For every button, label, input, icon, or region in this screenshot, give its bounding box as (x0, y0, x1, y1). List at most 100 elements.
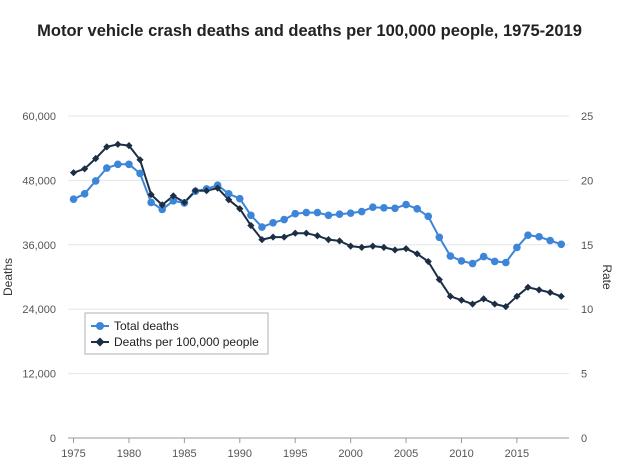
series-markers (69, 140, 566, 311)
x-tick-label: 1995 (283, 448, 307, 460)
data-point-total-deaths (380, 203, 388, 212)
data-point-rate (313, 232, 321, 240)
y-tick-label-left: 24,000 (22, 304, 56, 316)
data-point-total-deaths (102, 164, 111, 172)
data-point-total-deaths (424, 212, 433, 221)
data-point-rate (535, 286, 543, 294)
data-point-rate (214, 184, 222, 192)
data-point-total-deaths (524, 231, 532, 239)
data-point-rate (324, 236, 333, 244)
y-axis-right-title: Rate (600, 264, 614, 290)
y-tick-label-right: 20 (581, 175, 593, 187)
data-point-rate (424, 257, 432, 266)
data-point-total-deaths (80, 190, 89, 198)
data-point-total-deaths (457, 257, 466, 265)
data-point-total-deaths (302, 208, 311, 217)
chart-title: Motor vehicle crash deaths and deaths pe… (37, 22, 582, 40)
x-tick-label: 1975 (61, 448, 85, 460)
y-tick-label-left: 0 (50, 433, 56, 445)
data-point-total-deaths (236, 194, 244, 203)
data-point-rate (457, 296, 466, 304)
y-tick-label-right: 10 (581, 304, 593, 316)
data-point-total-deaths (413, 205, 421, 213)
data-point-rate (402, 245, 410, 253)
legend-box (84, 312, 269, 355)
data-point-rate (524, 283, 532, 291)
data-point-rate (225, 196, 233, 204)
data-point-total-deaths (169, 196, 178, 205)
data-point-rate (446, 292, 455, 300)
data-point-total-deaths (147, 198, 155, 207)
legend-label-rate: Deaths per 100,000 people (114, 335, 259, 349)
data-point-total-deaths (402, 200, 410, 209)
data-point-rate (513, 292, 521, 300)
data-point-total-deaths (269, 218, 277, 227)
y-tick-label-right: 25 (581, 111, 593, 123)
data-point-total-deaths (69, 195, 78, 203)
data-point-total-deaths (125, 160, 133, 169)
data-point-rate (380, 243, 388, 251)
data-point-rate (147, 190, 155, 199)
x-tick-label: 2000 (338, 448, 362, 460)
data-point-total-deaths (557, 240, 566, 249)
legend: Total deaths Deaths per 100,000 people (84, 312, 269, 355)
legend-label-total-deaths: Total deaths (114, 319, 179, 333)
legend-marker-rate (95, 337, 105, 347)
data-point-rate (191, 187, 200, 195)
data-point-rate (291, 229, 299, 237)
y-tick-label-left: 12,000 (22, 369, 56, 381)
series-lines (73, 143, 562, 308)
data-point-rate (69, 169, 78, 177)
data-point-total-deaths (490, 257, 499, 266)
data-point-total-deaths (479, 252, 488, 261)
y-tick-label-right: 15 (581, 240, 593, 252)
data-point-total-deaths (502, 258, 510, 267)
data-point-total-deaths (346, 209, 355, 217)
data-point-rate (347, 242, 355, 250)
data-point-rate (158, 201, 166, 209)
data-point-rate (114, 140, 122, 148)
data-point-rate (258, 236, 266, 244)
series-line-rate (73, 143, 562, 308)
legend-marker-total-deaths (96, 322, 104, 330)
data-point-rate (269, 233, 277, 241)
x-tick-label: 1985 (172, 448, 196, 460)
data-point-total-deaths (313, 208, 322, 217)
data-point-rate (435, 275, 443, 284)
y-tick-label-left: 60,000 (22, 111, 56, 123)
x-tick-label: 1990 (228, 448, 252, 460)
data-point-total-deaths (535, 232, 543, 241)
data-point-rate (169, 192, 177, 200)
data-point-total-deaths (357, 207, 366, 216)
data-point-total-deaths (513, 243, 521, 252)
x-tick-label: 2005 (394, 448, 418, 460)
data-point-rate (502, 303, 510, 311)
data-point-rate (557, 292, 565, 300)
data-point-rate (81, 165, 89, 173)
data-point-rate (546, 288, 554, 297)
x-tick-label: 2015 (505, 448, 529, 460)
data-point-total-deaths (247, 211, 255, 220)
data-point-rate (335, 237, 344, 245)
data-point-rate (247, 221, 255, 230)
x-tick-label: 1980 (117, 448, 141, 460)
data-point-total-deaths (91, 177, 100, 185)
data-point-total-deaths (546, 236, 554, 245)
y-tick-label-right: 5 (581, 369, 587, 381)
data-point-rate (202, 187, 211, 195)
data-point-total-deaths (468, 259, 477, 268)
right-axis-ticks: 0 5 10 15 20 25 (581, 111, 593, 445)
data-point-total-deaths (324, 211, 333, 220)
data-point-total-deaths (335, 210, 344, 219)
data-point-rate (236, 205, 244, 213)
data-point-total-deaths (258, 223, 266, 231)
data-point-rate (302, 229, 310, 237)
y-tick-label-left: 48,000 (22, 175, 56, 187)
y-tick-label-right: 0 (581, 433, 587, 445)
data-point-total-deaths (369, 203, 377, 212)
data-point-total-deaths (291, 209, 300, 218)
y-tick-label-left: 36,000 (22, 240, 56, 252)
data-point-rate (413, 250, 421, 258)
data-point-total-deaths (224, 190, 233, 198)
